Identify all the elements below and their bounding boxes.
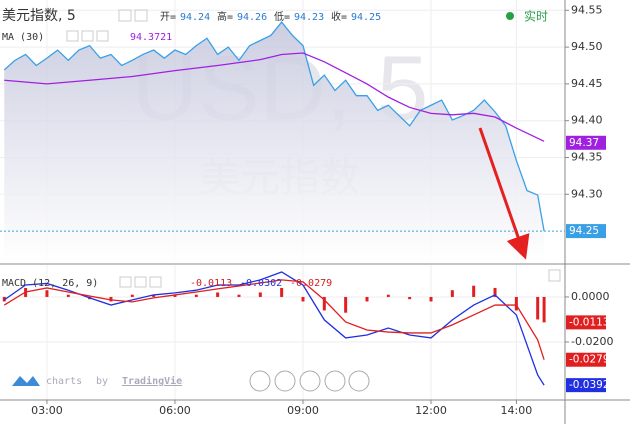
area	[4, 22, 545, 263]
y-tick-label: 94.30	[571, 187, 603, 200]
icon[interactable]	[134, 276, 147, 288]
histogram-bar	[45, 290, 49, 297]
price-tag	[566, 224, 606, 239]
histogram-bar	[429, 296, 433, 302]
legend-value: -0.0113	[190, 278, 232, 289]
y-tick-label: 94.55	[571, 3, 603, 16]
icon[interactable]	[81, 30, 94, 42]
price-tag-label: 94.37	[569, 137, 599, 149]
ohlc-value: 94.25	[351, 12, 381, 23]
y-tick-label: 94.45	[571, 77, 603, 90]
histogram-bar	[408, 296, 412, 300]
icon[interactable]	[149, 276, 162, 288]
ohlc-label: 高=	[217, 10, 233, 23]
histogram-bar	[280, 287, 284, 297]
histogram-bar	[386, 294, 390, 297]
panel-title: MACD (12, 26, 9)	[2, 278, 98, 289]
price-tag-label: 94.25	[569, 225, 599, 237]
brand-logo	[12, 376, 40, 386]
price-tag-label: -0.0392	[569, 379, 610, 391]
line	[3, 21, 545, 232]
histogram-bar	[109, 296, 113, 302]
plot: USD, 5美元指数	[0, 0, 565, 400]
histogram-bar	[216, 292, 220, 297]
x-tick-label: 06:00	[159, 404, 191, 417]
histogram-bar	[344, 296, 348, 313]
y-tick-label: 94.40	[571, 114, 603, 127]
line	[3, 271, 545, 386]
histogram-bar	[237, 294, 241, 297]
status-dot	[506, 12, 514, 20]
histogram-bar	[173, 294, 177, 297]
histogram-bar	[194, 294, 198, 297]
header-icons	[66, 9, 561, 288]
zoom-button[interactable]	[249, 370, 271, 392]
histogram-bar	[301, 296, 305, 302]
y-tick-label: -0.0200	[571, 335, 613, 348]
price-tag	[566, 315, 606, 330]
zoom-button[interactable]	[324, 370, 346, 392]
price-tag	[566, 135, 606, 150]
legend-value: 94.3721	[130, 32, 172, 43]
icon[interactable]	[548, 269, 561, 282]
zoom-controls	[249, 370, 370, 392]
status: 实时	[524, 9, 548, 24]
x-tick-label: 14:00	[501, 404, 533, 417]
legend-value: -0.0279	[290, 278, 332, 289]
chart-title: 美元指数, 5	[2, 8, 76, 24]
price-tag	[566, 378, 606, 393]
histogram-bar	[322, 296, 326, 311]
ohlc-value: 94.24	[180, 12, 210, 23]
ohlc-label: 开=	[160, 12, 176, 23]
icon[interactable]	[66, 30, 79, 42]
x-tick-label: 03:00	[31, 404, 63, 417]
y-tick-label: 94.35	[571, 150, 603, 163]
histogram-bar	[66, 294, 70, 297]
y-tick-label: 94.50	[571, 40, 603, 53]
line	[4, 52, 545, 142]
histogram-bar	[493, 287, 497, 297]
icon[interactable]	[96, 30, 109, 42]
price-tag-label: -0.0113	[569, 316, 610, 328]
price-tag	[566, 352, 606, 367]
x-tick-label: 12:00	[415, 404, 447, 417]
ohlc-label: 低=	[274, 10, 290, 23]
y-tick-label: 0.0000	[571, 290, 610, 303]
icon[interactable]	[118, 9, 132, 22]
histogram-bar	[472, 285, 476, 297]
ohlc-value: 94.26	[237, 12, 267, 23]
histogram-bar	[514, 296, 518, 311]
zoom-button[interactable]	[299, 370, 321, 392]
ohlc-label: 收=	[331, 10, 347, 23]
histogram-bar	[536, 296, 540, 320]
icon[interactable]	[134, 9, 148, 22]
brand-text: TradingVie	[122, 375, 182, 387]
legend-value: -0.0302	[240, 278, 282, 289]
zoom-button[interactable]	[348, 370, 370, 392]
histogram-bar	[258, 292, 262, 297]
histogram-bar	[130, 294, 134, 297]
brand-text: by	[96, 376, 108, 387]
arrow-annotation	[478, 127, 530, 260]
histogram-bar	[450, 290, 454, 297]
brand-text: charts	[46, 376, 82, 387]
legend-entry: MA (30)	[2, 32, 44, 43]
line	[3, 279, 545, 360]
ohlc-value: 94.23	[294, 12, 324, 23]
price-tag-label: -0.0279	[569, 354, 610, 366]
histogram-bar	[152, 294, 156, 297]
x-tick-label: 09:00	[287, 404, 319, 417]
icon[interactable]	[119, 276, 132, 288]
zoom-button[interactable]	[274, 370, 296, 392]
histogram-bar	[542, 296, 546, 323]
histogram-bar	[365, 296, 369, 302]
